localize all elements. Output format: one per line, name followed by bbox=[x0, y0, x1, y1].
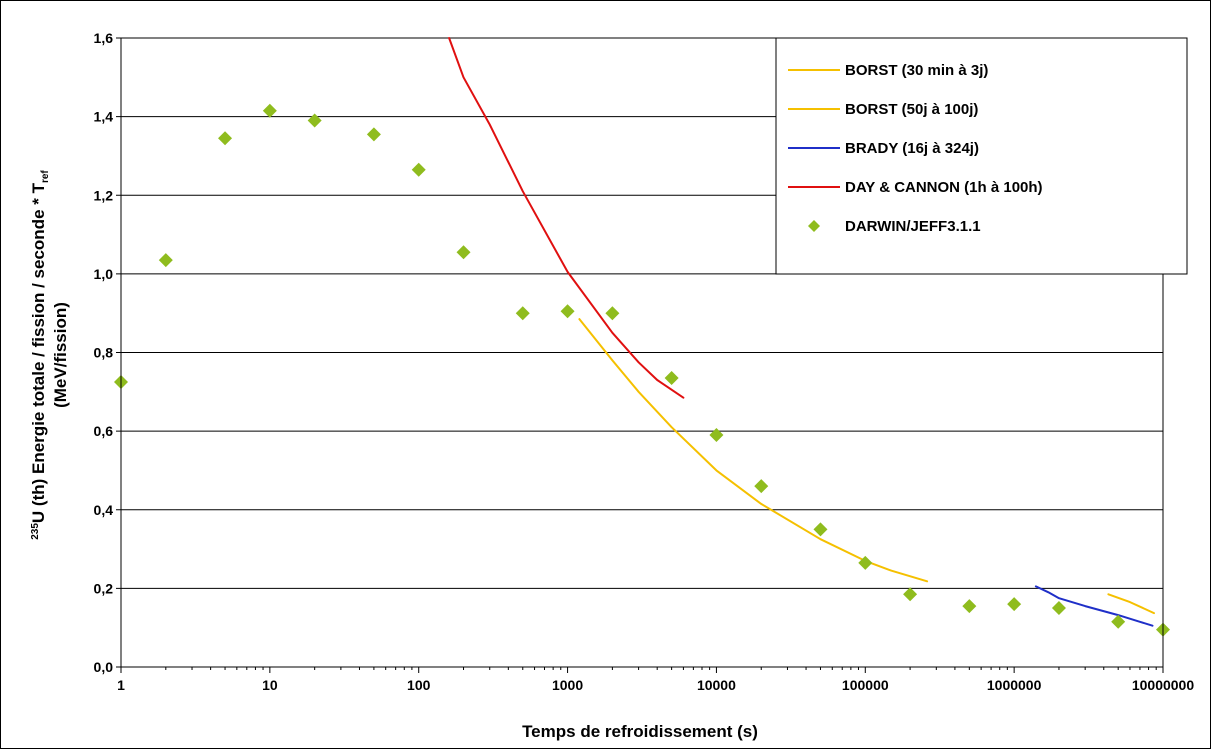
x-tick-label: 1000 bbox=[552, 677, 583, 693]
series-line-borst-30-min-3j bbox=[578, 318, 929, 583]
x-tick-label: 10000000 bbox=[1132, 677, 1195, 693]
y-tick-label: 0,6 bbox=[94, 423, 114, 439]
y-tick-label: 1,4 bbox=[94, 109, 114, 125]
data-point-2 bbox=[218, 131, 233, 146]
x-tick-label: 1000000 bbox=[987, 677, 1042, 693]
y-tick-label: 0,4 bbox=[94, 502, 114, 518]
x-tick-label: 10000 bbox=[697, 677, 736, 693]
series-line-borst-50j-100j bbox=[1107, 593, 1155, 615]
y-axis-title: 235U (th) Energie totale / fission / sec… bbox=[29, 170, 70, 540]
data-point-11 bbox=[664, 371, 679, 386]
data-point-13 bbox=[754, 479, 769, 494]
data-point-4 bbox=[307, 113, 322, 128]
y-tick-label: 1,0 bbox=[94, 266, 114, 282]
legend-label-borst-50j-100j: BORST (50j à 100j) bbox=[845, 101, 978, 118]
x-tick-label: 10 bbox=[262, 677, 278, 693]
data-point-6 bbox=[411, 162, 426, 177]
series-line-brady-16j-324j bbox=[1034, 585, 1154, 627]
data-point-20 bbox=[1111, 614, 1126, 629]
data-point-15 bbox=[858, 555, 873, 570]
legend-swatch-darwin-jeff3-1-1 bbox=[808, 220, 820, 232]
data-point-3 bbox=[262, 103, 277, 118]
series-lines bbox=[448, 37, 1155, 627]
data-point-8 bbox=[515, 306, 530, 321]
data-point-1 bbox=[158, 253, 173, 268]
data-point-14 bbox=[813, 522, 828, 537]
data-point-17 bbox=[962, 599, 977, 614]
data-point-18 bbox=[1007, 597, 1022, 612]
y-axis-title-sub: ref bbox=[40, 170, 51, 183]
legend-label-borst-30-min-3j: BORST (30 min à 3j) bbox=[845, 62, 988, 79]
svg-text:235U (th) Energie totale / fis: 235U (th) Energie totale / fission / sec… bbox=[29, 170, 51, 540]
legend: BORST (30 min à 3j) BORST (50j à 100j) BRA… bbox=[775, 37, 1188, 275]
y-tick-label: 0,2 bbox=[94, 580, 114, 596]
x-tick-label: 100 bbox=[407, 677, 431, 693]
legend-label-darwin-jeff3-1-1: DARWIN/JEFF3.1.1 bbox=[845, 218, 981, 235]
data-point-19 bbox=[1051, 601, 1066, 616]
series-line-day-cannon-1h-100h bbox=[448, 37, 685, 399]
legend-box bbox=[775, 37, 1188, 275]
y-tick-label: 1,6 bbox=[94, 30, 114, 46]
data-point-12 bbox=[709, 428, 724, 443]
y-tick-label: 1,2 bbox=[94, 187, 114, 203]
data-point-5 bbox=[366, 127, 381, 142]
y-tick-label: 0,0 bbox=[94, 659, 114, 675]
y-axis-title-line2: (MeV/fission) bbox=[51, 302, 70, 408]
data-point-16 bbox=[903, 587, 918, 602]
data-point-10 bbox=[605, 306, 620, 321]
y-tick-labels: 0,0 0,2 0,4 0,6 0,8 1,0 1,2 1,4 1,6 bbox=[94, 30, 114, 675]
data-point-7 bbox=[456, 245, 471, 260]
y-axis-title-line1: U (th) Energie totale / fission / second… bbox=[29, 182, 48, 523]
legend-label-brady-16j-324j: BRADY (16j à 324j) bbox=[845, 140, 979, 157]
y-tick-label: 0,8 bbox=[94, 345, 114, 361]
x-tick-labels: 1 10 100 1000 10000 100000 1000000 10000000 bbox=[117, 677, 1194, 693]
x-axis-title: Temps de refroidissement (s) bbox=[522, 722, 758, 741]
x-tick-label: 100000 bbox=[842, 677, 889, 693]
x-tick-label: 1 bbox=[117, 677, 125, 693]
legend-label-day-cannon-1h-100h: DAY & CANNON (1h à 100h) bbox=[845, 179, 1043, 196]
data-point-9 bbox=[560, 304, 575, 319]
y-axis-title-sup: 235 bbox=[30, 523, 41, 540]
